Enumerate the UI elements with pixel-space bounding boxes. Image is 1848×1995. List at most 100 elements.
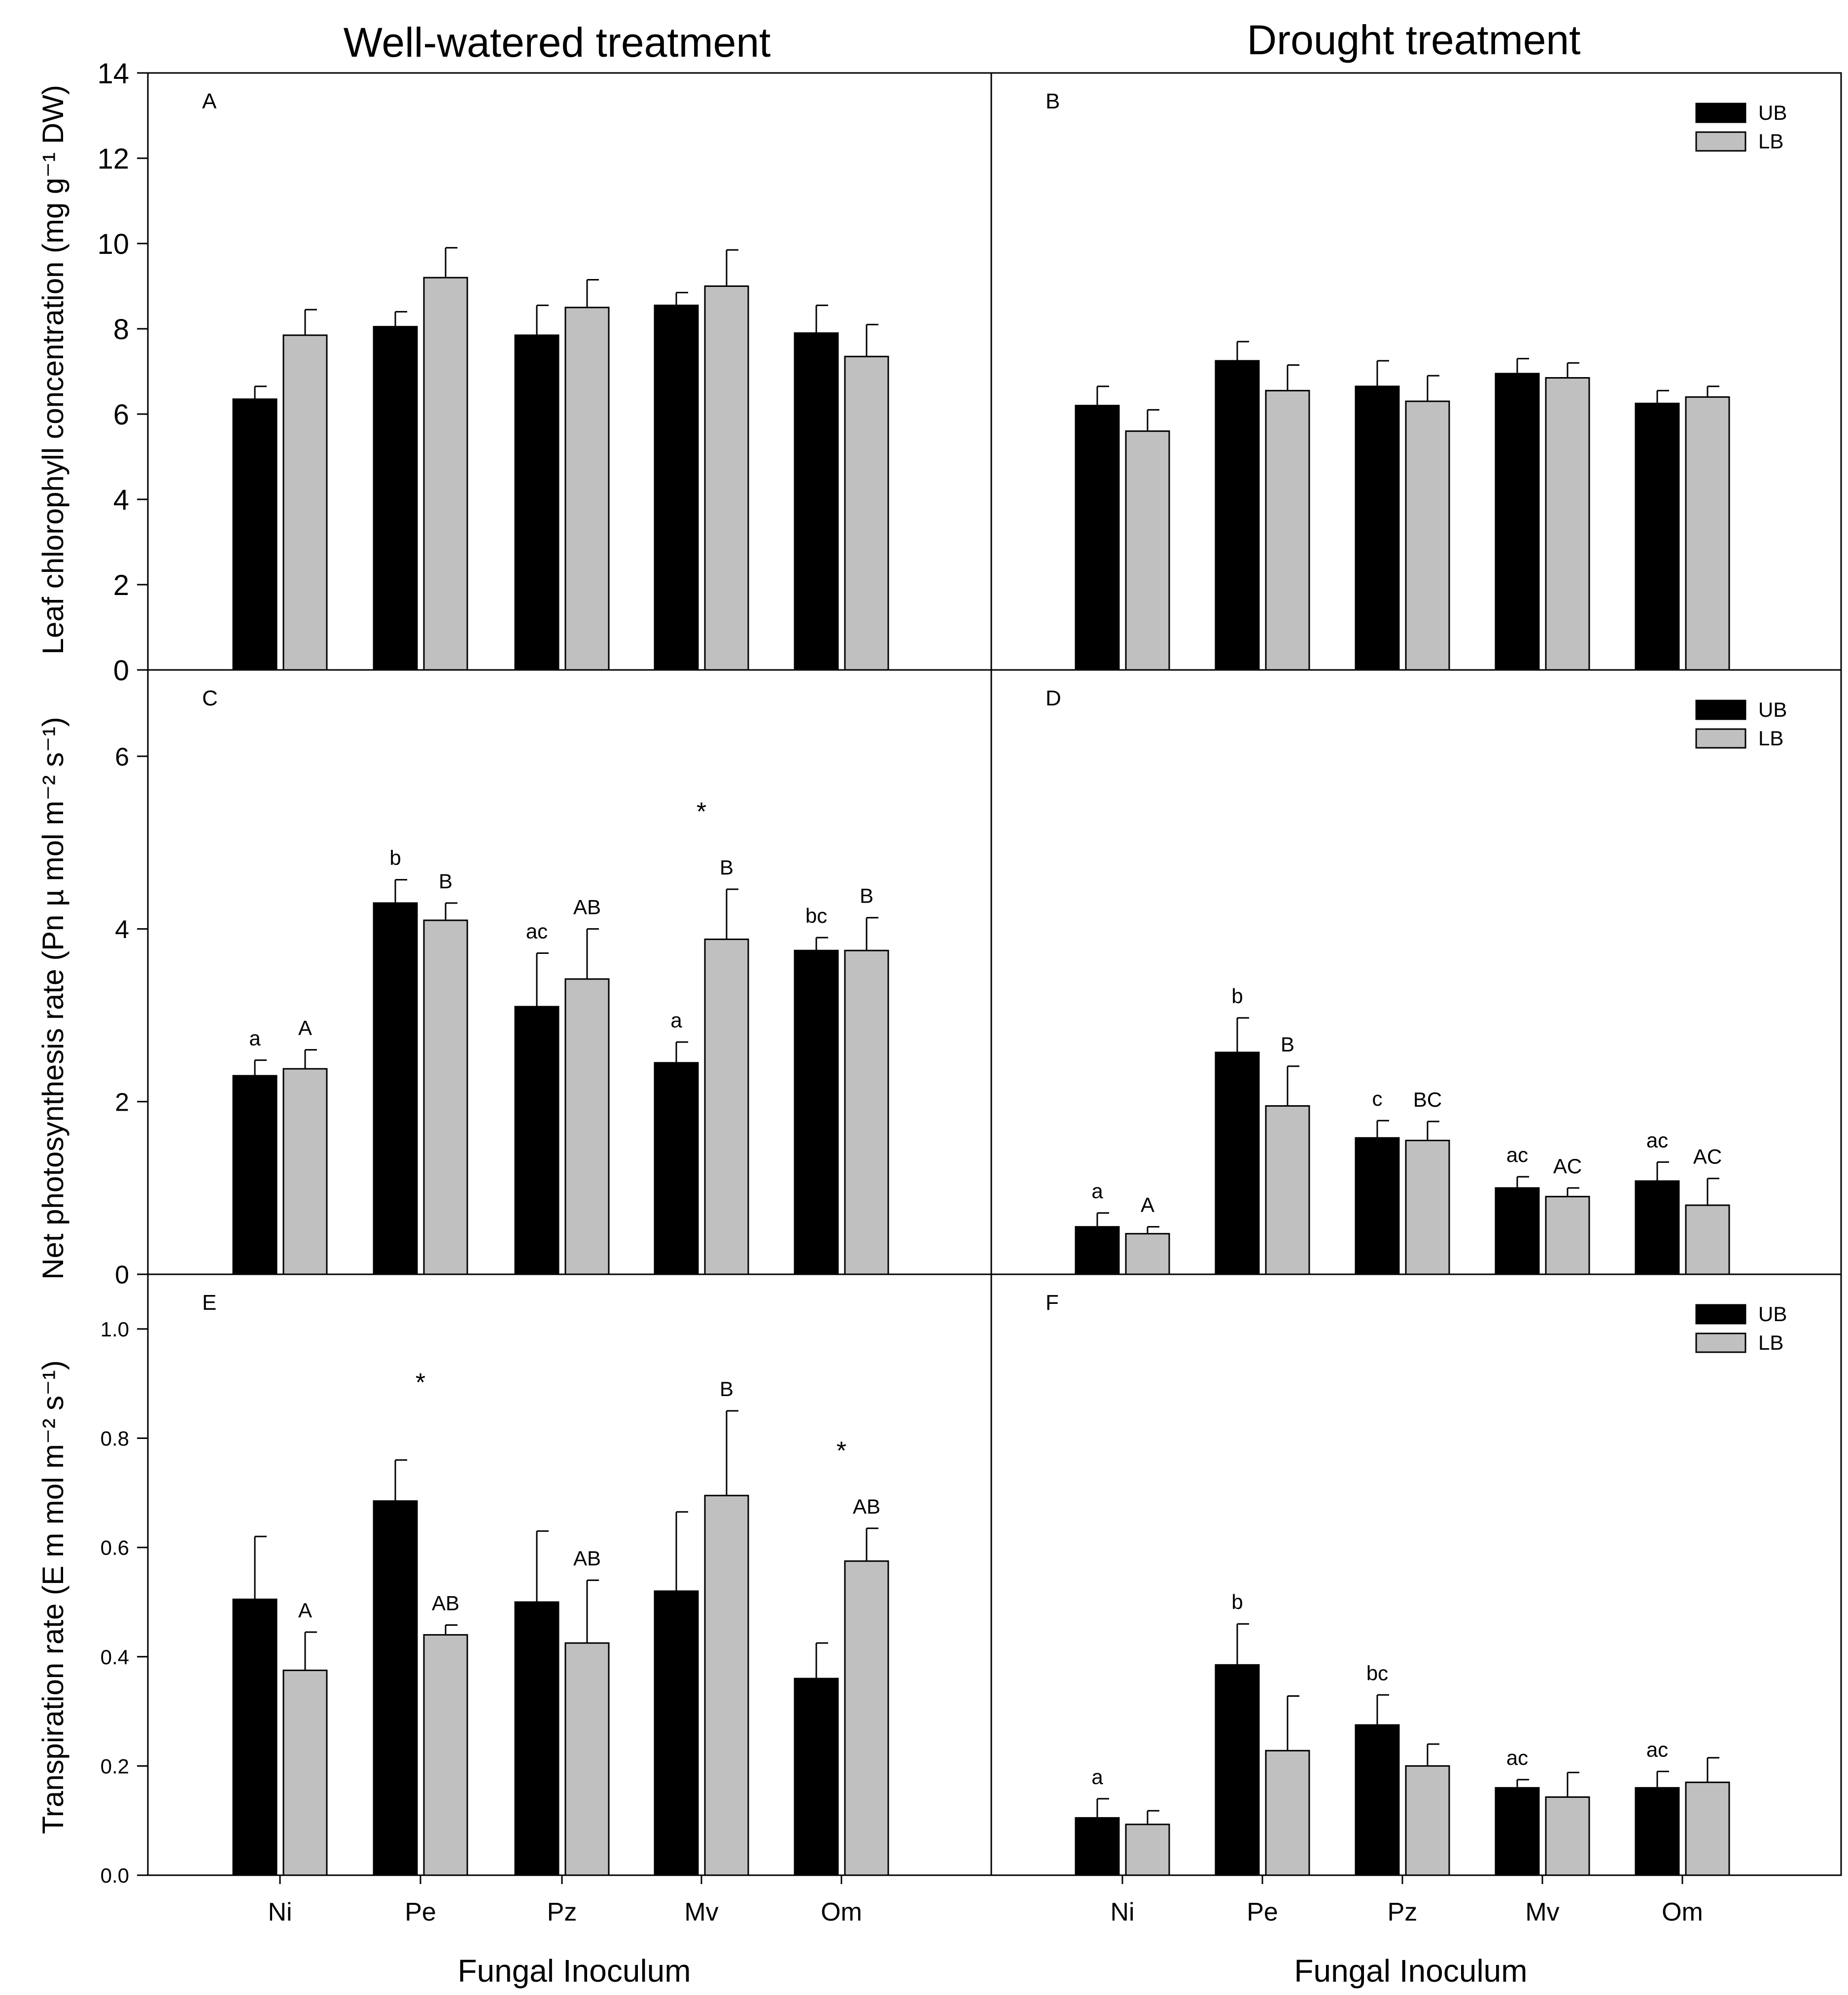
- bar-ub-om: [794, 332, 839, 671]
- bar-ub-mv: [654, 1590, 699, 1876]
- bar-ub-om: [1635, 402, 1680, 671]
- bar-lb-mv: [704, 285, 749, 671]
- legend-label: LB: [1758, 1331, 1783, 1354]
- bar-lb-ni: [282, 1669, 328, 1876]
- bar-lb-om: [844, 949, 889, 1275]
- bar-lb-pz: [564, 1642, 610, 1876]
- bar-lb-mv: [704, 1495, 749, 1876]
- bar-ub-om: [1635, 1180, 1680, 1275]
- bar-lb-om: [1685, 1204, 1730, 1275]
- significance-label: c: [1372, 1087, 1383, 1110]
- x-tick-label: Om: [1662, 1898, 1703, 1926]
- y-tick-label: 8: [113, 314, 129, 346]
- title-drought: Drought treatment: [1247, 17, 1580, 63]
- significance-label: AB: [573, 895, 601, 918]
- bar-lb-mv: [1545, 377, 1590, 671]
- bar-ub-ni: [232, 1075, 278, 1275]
- significance-label: B: [439, 870, 453, 893]
- bar-ub-pe: [1215, 1664, 1260, 1876]
- panel-letter: B: [1046, 89, 1060, 113]
- significance-label: b: [1231, 1590, 1243, 1613]
- significance-label: ac: [1506, 1746, 1528, 1769]
- legend-swatch-ub: [1695, 1304, 1746, 1325]
- panel-F: F Ni Pe Pz Mv Om a b bc ac ac UB LB: [990, 1273, 1842, 1926]
- bar-ub-pz: [1355, 1137, 1400, 1275]
- bar-lb-pz: [1405, 1765, 1450, 1876]
- panel-letter: D: [1046, 686, 1061, 710]
- bar-ub-pe: [1215, 1051, 1260, 1275]
- x-tick-label: Mv: [684, 1898, 718, 1926]
- legend: UB LB: [1695, 101, 1787, 153]
- bar-ub-pz: [1355, 1724, 1400, 1876]
- x-tick-label: Ni: [268, 1898, 292, 1926]
- x-tick-label: Om: [821, 1898, 862, 1926]
- bar-lb-ni: [282, 1068, 328, 1275]
- bar-lb-om: [1685, 1782, 1730, 1876]
- significance-label: AB: [432, 1591, 459, 1614]
- significance-star: *: [837, 1436, 846, 1465]
- significance-label: B: [1281, 1033, 1294, 1056]
- bar-ub-pz: [1355, 385, 1400, 671]
- y-tick-label: 14: [97, 58, 129, 90]
- bar-lb-pz: [1405, 1140, 1450, 1275]
- y-tick-label: 2: [115, 1088, 129, 1117]
- bar-ub-om: [1635, 1787, 1680, 1876]
- bar-lb-pz: [564, 978, 610, 1275]
- significance-label: ac: [526, 919, 548, 943]
- significance-label: AB: [853, 1495, 880, 1518]
- bar-lb-pe: [423, 277, 468, 671]
- significance-label: AC: [1553, 1155, 1582, 1178]
- bar-ub-pe: [373, 1500, 418, 1876]
- y-tick-label: 0: [113, 655, 129, 687]
- y-tick-label: 0.2: [101, 1754, 129, 1778]
- bar-ub-mv: [1495, 1787, 1540, 1876]
- y-tick-label: 0.4: [101, 1645, 129, 1669]
- significance-label: ac: [1646, 1128, 1668, 1152]
- bar-lb-pe: [1265, 1105, 1310, 1275]
- significance-label: b: [389, 846, 401, 870]
- significance-label: A: [298, 1599, 312, 1622]
- x-tick-label: Pe: [405, 1898, 436, 1926]
- ylabel-photosynthesis: Net photosynthesis rate (Pn µ mol m⁻² s⁻…: [36, 717, 70, 1280]
- y-tick-label: 0.8: [101, 1427, 129, 1450]
- y-tick-label: 0.0: [101, 1864, 129, 1887]
- bar-lb-mv: [1545, 1195, 1590, 1275]
- ylabel-transpiration: Transpiration rate (E m mol m⁻² s⁻¹): [36, 1360, 70, 1834]
- x-tick-label: Ni: [1110, 1898, 1134, 1926]
- significance-label: b: [1231, 984, 1243, 1008]
- panel-letter: F: [1046, 1291, 1059, 1315]
- significance-label: bc: [1366, 1661, 1388, 1684]
- bar-lb-ni: [1125, 430, 1170, 671]
- significance-label: A: [1141, 1193, 1154, 1217]
- x-tick-label: Pz: [1388, 1898, 1418, 1926]
- bar-ub-ni: [232, 1598, 278, 1876]
- x-axis-label-right: Fungal Inoculum: [1294, 1953, 1527, 1989]
- bar-lb-pz: [1405, 400, 1450, 671]
- bar-ub-pz: [514, 334, 559, 671]
- legend-swatch-ub: [1695, 103, 1746, 123]
- bar-lb-mv: [1545, 1796, 1590, 1876]
- bar-lb-pe: [423, 919, 468, 1275]
- significance-star: *: [416, 1368, 425, 1397]
- x-tick-label: Pe: [1247, 1898, 1278, 1926]
- significance-label: a: [249, 1027, 261, 1050]
- bar-lb-mv: [704, 938, 749, 1275]
- legend-label: UB: [1758, 698, 1787, 721]
- bar-lb-ni: [1125, 1823, 1170, 1876]
- significance-label: BC: [1413, 1088, 1442, 1111]
- bar-ub-om: [794, 1678, 839, 1876]
- panel-letter: E: [202, 1291, 216, 1315]
- legend-swatch-ub: [1695, 700, 1746, 720]
- bar-lb-om: [844, 355, 889, 671]
- y-tick-label: 0.6: [101, 1536, 129, 1559]
- bar-ub-ni: [1075, 1817, 1120, 1876]
- bar-ub-ni: [1075, 405, 1120, 671]
- bar-ub-ni: [1075, 1226, 1120, 1275]
- significance-label: bc: [805, 904, 827, 927]
- y-tick-label: 0: [115, 1261, 129, 1290]
- bar-ub-pz: [514, 1601, 559, 1876]
- bar-lb-ni: [1125, 1233, 1170, 1275]
- legend-label: UB: [1758, 1302, 1787, 1326]
